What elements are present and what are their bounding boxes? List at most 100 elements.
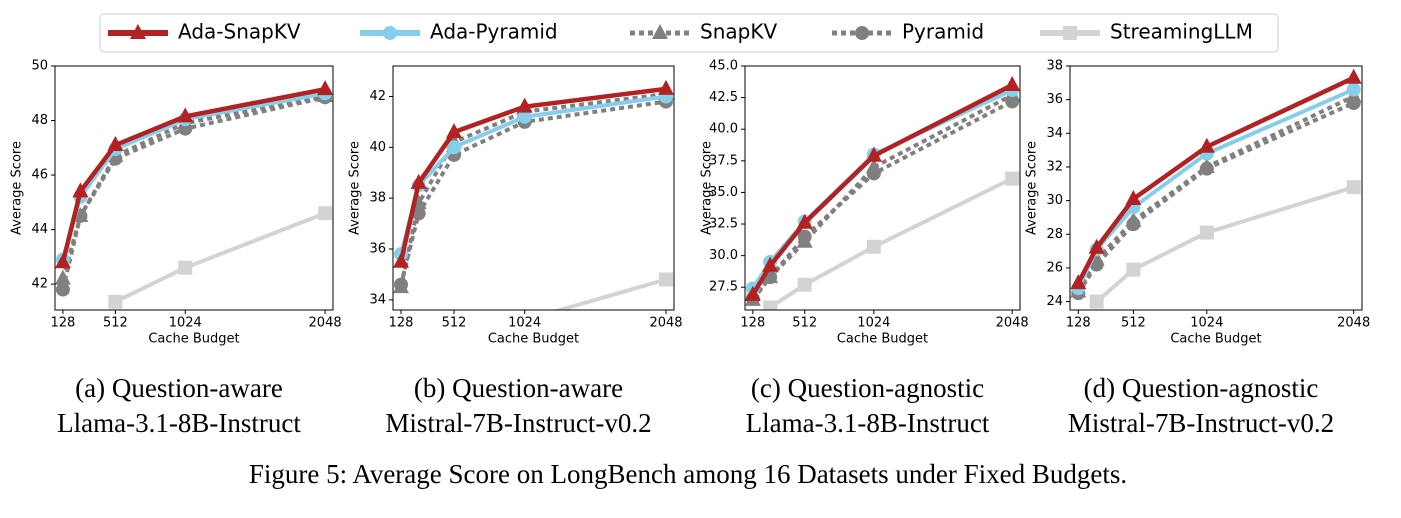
x-tick-label: 2048: [649, 316, 682, 331]
subplot-caption: (a) Question-aware: [75, 373, 283, 403]
legend-label: Pyramid: [902, 20, 984, 44]
x-axis-label: Cache Budget: [1170, 332, 1261, 347]
y-tick-label: 37.5: [709, 153, 738, 168]
x-tick-label: 2048: [996, 316, 1029, 331]
y-tick-label: 36: [369, 242, 386, 257]
point: [1126, 262, 1141, 277]
point: [108, 294, 123, 309]
series-line: [552, 277, 667, 310]
point: [1070, 274, 1087, 290]
point: [1125, 189, 1142, 205]
point: [796, 232, 813, 248]
axes-frame: [744, 65, 1021, 311]
x-tick-label: 128: [740, 316, 765, 331]
point: [1125, 211, 1142, 227]
y-tick-label: 32: [1046, 159, 1063, 174]
x-tick-label: 128: [1066, 316, 1091, 331]
x-tick-label: 1024: [169, 316, 202, 331]
y-tick-label: 35.0: [709, 185, 738, 200]
subplot-caption: Llama-3.1-8B-Instruct: [57, 408, 301, 438]
y-tick-label: 24: [1046, 294, 1063, 309]
series-line: [60, 94, 326, 280]
point: [796, 213, 813, 229]
y-axis-label: Average Score: [1025, 141, 1040, 235]
y-tick-label: 27.5: [709, 280, 738, 295]
point: [865, 158, 882, 174]
y-axis-label: Average Score: [10, 141, 25, 235]
y-tick-label: 30: [1046, 193, 1063, 208]
y-tick-label: 42: [31, 277, 48, 292]
point: [1088, 238, 1105, 254]
series-line: [769, 176, 1014, 310]
plot-area: [55, 80, 333, 309]
point: [447, 140, 462, 155]
y-tick-label: 50: [31, 59, 48, 74]
point: [1004, 75, 1020, 91]
y-tick-label: 48: [31, 113, 48, 128]
point: [447, 344, 461, 358]
point: [658, 272, 673, 287]
x-tick-label: 1024: [1190, 316, 1223, 331]
plot-area: [1070, 68, 1362, 309]
series-line: [399, 99, 667, 286]
point: [1005, 171, 1020, 186]
point: [1346, 180, 1361, 195]
y-tick-label: 38: [1046, 59, 1063, 74]
y-tick-label: 30.0: [709, 248, 738, 263]
point: [745, 285, 761, 301]
plot-area: [393, 79, 674, 358]
y-tick-label: 40.0: [709, 122, 738, 137]
legend-marker: [383, 26, 397, 40]
x-tick-label: 512: [1121, 316, 1146, 331]
x-tick-label: 128: [51, 316, 76, 331]
series-line: [399, 91, 667, 288]
point: [657, 79, 674, 95]
y-tick-label: 34: [1046, 126, 1063, 141]
legend-marker: [130, 24, 146, 39]
point: [107, 136, 124, 152]
point: [411, 206, 426, 221]
point: [393, 252, 410, 268]
series-line: [1095, 185, 1355, 304]
x-tick-label: 1024: [508, 316, 541, 331]
subplot-caption: Mistral-7B-Instruct-v0.2: [385, 408, 651, 438]
y-axis-label: Average Score: [348, 141, 363, 235]
x-tick-label: 2048: [1337, 316, 1370, 331]
y-tick-label: 34: [369, 292, 386, 307]
point: [762, 256, 779, 272]
y-tick-label: 28: [1046, 227, 1063, 242]
x-tick-label: 512: [792, 316, 817, 331]
point: [72, 182, 89, 198]
point: [762, 268, 779, 284]
point: [516, 97, 533, 113]
y-tick-label: 42.5: [709, 90, 738, 105]
legend-marker: [855, 26, 869, 40]
series-line: [60, 95, 326, 291]
series-line: [114, 211, 326, 304]
series-line: [1076, 94, 1355, 293]
legend-label: StreamingLLM: [1110, 20, 1253, 44]
x-tick-label: 128: [389, 316, 414, 331]
axes-frame: [54, 65, 334, 311]
series-line: [751, 93, 1014, 302]
point: [1345, 68, 1362, 84]
axes-frame: [392, 65, 675, 311]
point: [1198, 157, 1215, 173]
point: [178, 260, 193, 275]
point: [1346, 82, 1361, 97]
point: [1089, 294, 1104, 309]
point: [446, 123, 463, 139]
legend-label: Ada-Pyramid: [430, 20, 558, 44]
y-axis-label: Average Score: [700, 141, 715, 235]
x-tick-label: 512: [442, 316, 467, 331]
x-tick-label: 2048: [309, 316, 342, 331]
y-tick-label: 40: [369, 140, 386, 155]
y-tick-label: 44: [31, 222, 48, 237]
point: [865, 146, 882, 162]
subplot-caption: (b) Question-aware: [414, 373, 623, 403]
point: [763, 300, 778, 310]
point: [393, 278, 410, 294]
subplot-caption: (d) Question-agnostic: [1084, 373, 1319, 403]
point: [55, 269, 71, 285]
